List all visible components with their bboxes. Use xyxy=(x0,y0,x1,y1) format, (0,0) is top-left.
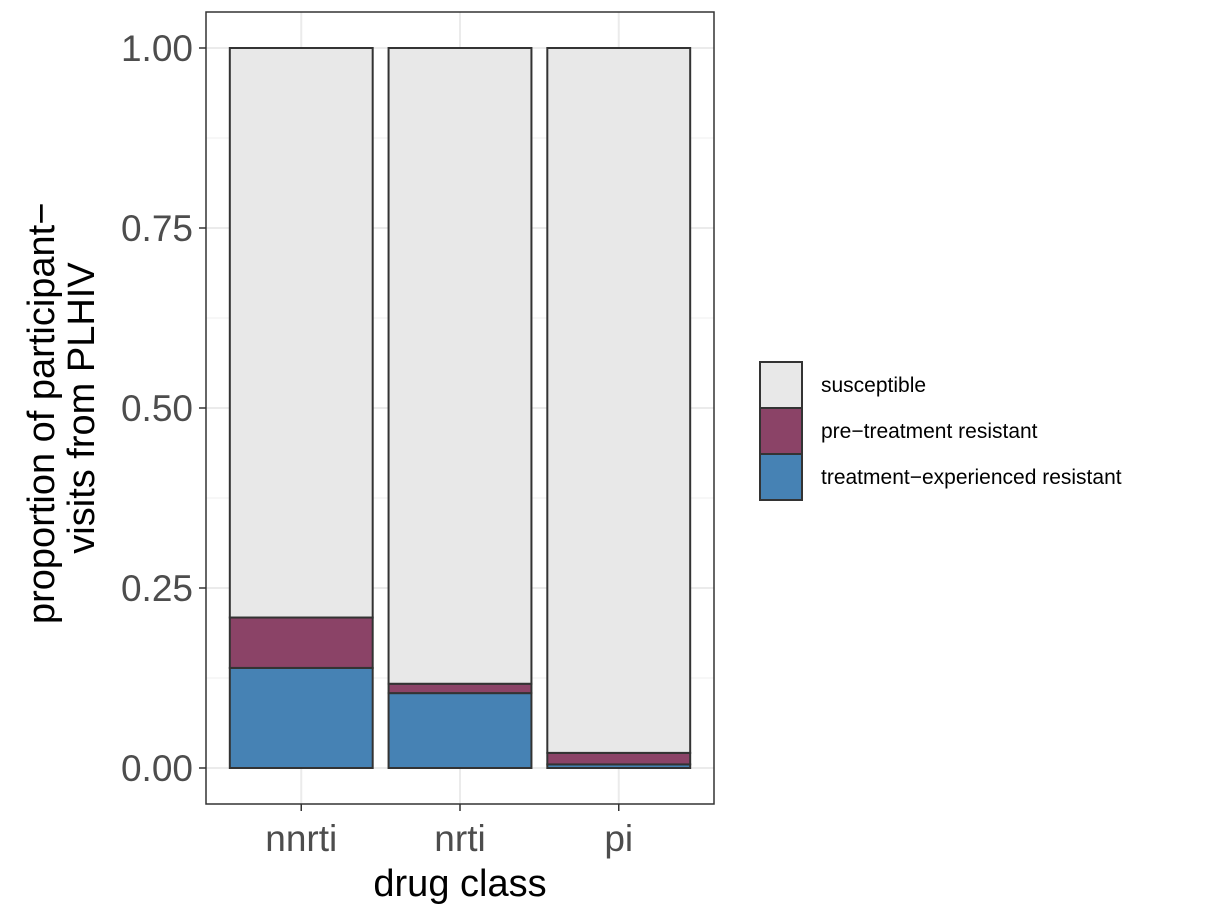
legend-key xyxy=(759,453,803,501)
y-axis-ticks: 0.00 0.25 0.50 0.75 1.00 xyxy=(121,28,206,789)
bar-segment-nrti-susceptible xyxy=(387,47,533,685)
x-axis-ticks: nnrti nrti pi xyxy=(265,804,633,859)
legend-label: treatment−experienced resistant xyxy=(821,466,1122,489)
bar-segment-pi-susceptible xyxy=(546,47,692,754)
legend-label: pre−treatment resistant xyxy=(821,420,1038,443)
bars xyxy=(228,47,692,770)
bar-segment-nnrti-pre-treatment-resistant xyxy=(228,616,374,669)
y-tick-label: 0.75 xyxy=(121,208,193,249)
bar-segment-nnrti-susceptible xyxy=(228,47,374,619)
bar-segment-pi-pre-treatment-resistant xyxy=(546,751,692,766)
legend-key xyxy=(759,407,803,455)
legend: susceptible pre−treatment resistant treatm… xyxy=(759,361,1122,501)
y-axis-title-line-1: proportion of participant− xyxy=(21,203,63,624)
y-tick-label: 0.50 xyxy=(121,388,193,429)
legend-key xyxy=(759,361,803,409)
bar-segment-nnrti-treatment-experienced-resistant xyxy=(228,666,374,769)
bar-segment-nrti-treatment-experienced-resistant xyxy=(387,692,533,769)
bar-segment-nrti-pre-treatment-resistant xyxy=(387,682,533,695)
y-tick-label: 0.00 xyxy=(121,748,193,789)
y-axis-title-line-2: visits from PLHIV xyxy=(61,262,103,554)
y-tick-label: 1.00 xyxy=(121,28,193,69)
x-tick-label: nrti xyxy=(434,818,485,859)
x-tick-label: pi xyxy=(604,818,633,859)
y-tick-label: 0.25 xyxy=(121,568,193,609)
x-tick-label: nnrti xyxy=(265,818,337,859)
x-axis-title: drug class xyxy=(373,863,546,905)
y-axis-title: proportion of participant− visits from P… xyxy=(21,192,103,624)
legend-label: susceptible xyxy=(821,374,926,397)
